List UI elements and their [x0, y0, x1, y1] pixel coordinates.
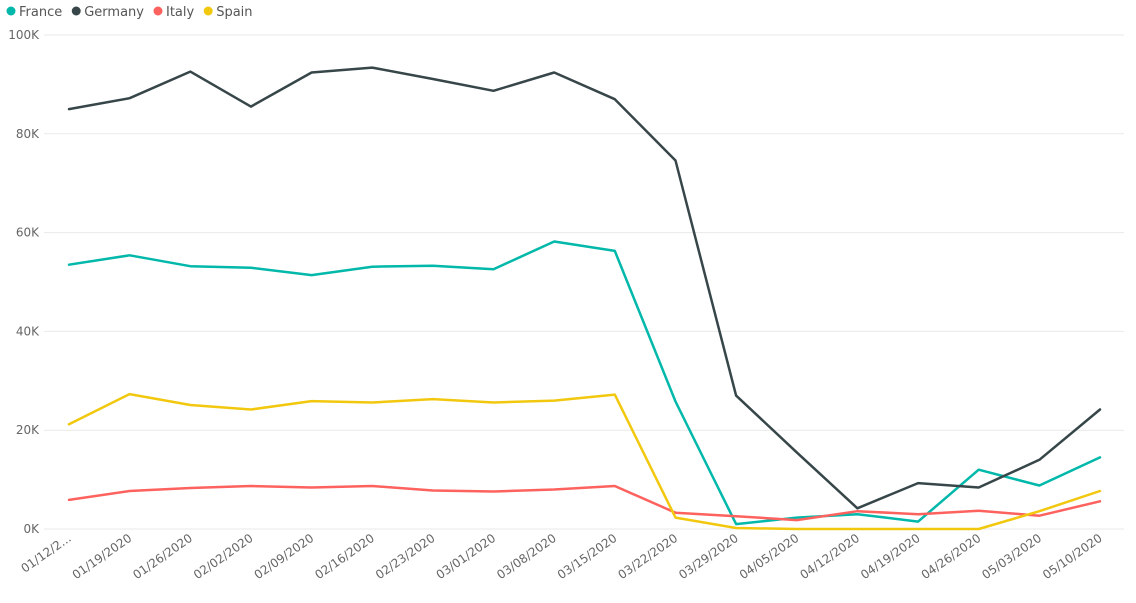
x-tick-label: 04/26/2020 [919, 531, 984, 582]
x-tick-label: 01/19/2020 [70, 531, 135, 582]
x-tick-label: 03/22/2020 [615, 531, 680, 582]
x-tick-label: 03/29/2020 [676, 531, 741, 582]
legend-item-spain[interactable]: Spain [203, 5, 253, 20]
legend-item-germany[interactable]: Germany [71, 5, 145, 20]
x-tick-label: 01/26/2020 [130, 531, 195, 582]
legend-label: France [19, 5, 62, 20]
series-line-italy [67, 484, 1102, 522]
y-tick-label: 100K [8, 28, 40, 42]
x-tick-label: 05/03/2020 [979, 531, 1044, 582]
legend-item-france[interactable]: France [6, 5, 63, 20]
y-tick-label: 0K [23, 522, 40, 536]
legend: France Germany Italy Spain [6, 5, 253, 20]
legend-label: Spain [216, 5, 252, 20]
y-tick-label: 80K [16, 127, 40, 141]
series-line-spain [67, 392, 1102, 531]
legend-item-italy[interactable]: Italy [153, 5, 195, 20]
gridlines [44, 34, 1124, 530]
y-tick-label: 20K [16, 423, 40, 437]
y-tick-label: 60K [16, 226, 40, 240]
x-tick-label: 02/09/2020 [252, 531, 317, 582]
x-tick-label: 01/12/2... [18, 531, 73, 576]
legend-label: Germany [84, 5, 144, 20]
x-axis: 01/12/2...01/19/202001/26/202002/02/2020… [18, 531, 1104, 582]
x-tick-label: 02/23/2020 [373, 531, 438, 582]
x-tick-label: 04/12/2020 [797, 531, 862, 582]
y-axis: 0K 20K 40K 60K 80K 100K [8, 28, 40, 536]
x-tick-label: 02/02/2020 [191, 531, 256, 582]
x-tick-label: 03/01/2020 [434, 531, 499, 582]
series-line-france [67, 240, 1102, 526]
x-tick-label: 05/10/2020 [1040, 531, 1105, 582]
legend-marker-icon [153, 6, 163, 16]
legend-marker-icon [203, 6, 213, 16]
series-line-germany [67, 66, 1102, 510]
x-tick-label: 03/15/2020 [555, 531, 620, 582]
x-tick-label: 02/16/2020 [312, 531, 377, 582]
x-tick-label: 04/05/2020 [737, 531, 802, 582]
legend-marker-icon [6, 6, 16, 16]
x-tick-label: 03/08/2020 [494, 531, 559, 582]
x-tick-label: 04/19/2020 [858, 531, 923, 582]
y-tick-label: 40K [16, 324, 40, 338]
series-lines [67, 66, 1102, 531]
legend-label: Italy [166, 5, 195, 20]
legend-marker-icon [71, 6, 81, 16]
